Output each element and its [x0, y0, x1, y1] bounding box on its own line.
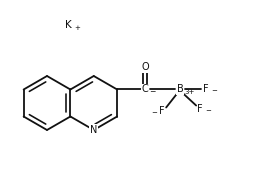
Text: F: F — [197, 104, 203, 115]
Text: −: − — [151, 111, 157, 116]
Text: 3+: 3+ — [184, 89, 195, 95]
Text: −: − — [205, 108, 211, 115]
Text: K: K — [65, 20, 71, 30]
Text: +: + — [74, 25, 80, 31]
Text: −: − — [211, 89, 217, 94]
Text: C: C — [142, 84, 149, 94]
Text: N: N — [90, 125, 97, 135]
Text: F: F — [159, 107, 165, 116]
Text: O: O — [141, 62, 149, 72]
Text: F: F — [203, 84, 209, 94]
Text: −: − — [149, 87, 155, 96]
Text: B: B — [177, 84, 183, 94]
